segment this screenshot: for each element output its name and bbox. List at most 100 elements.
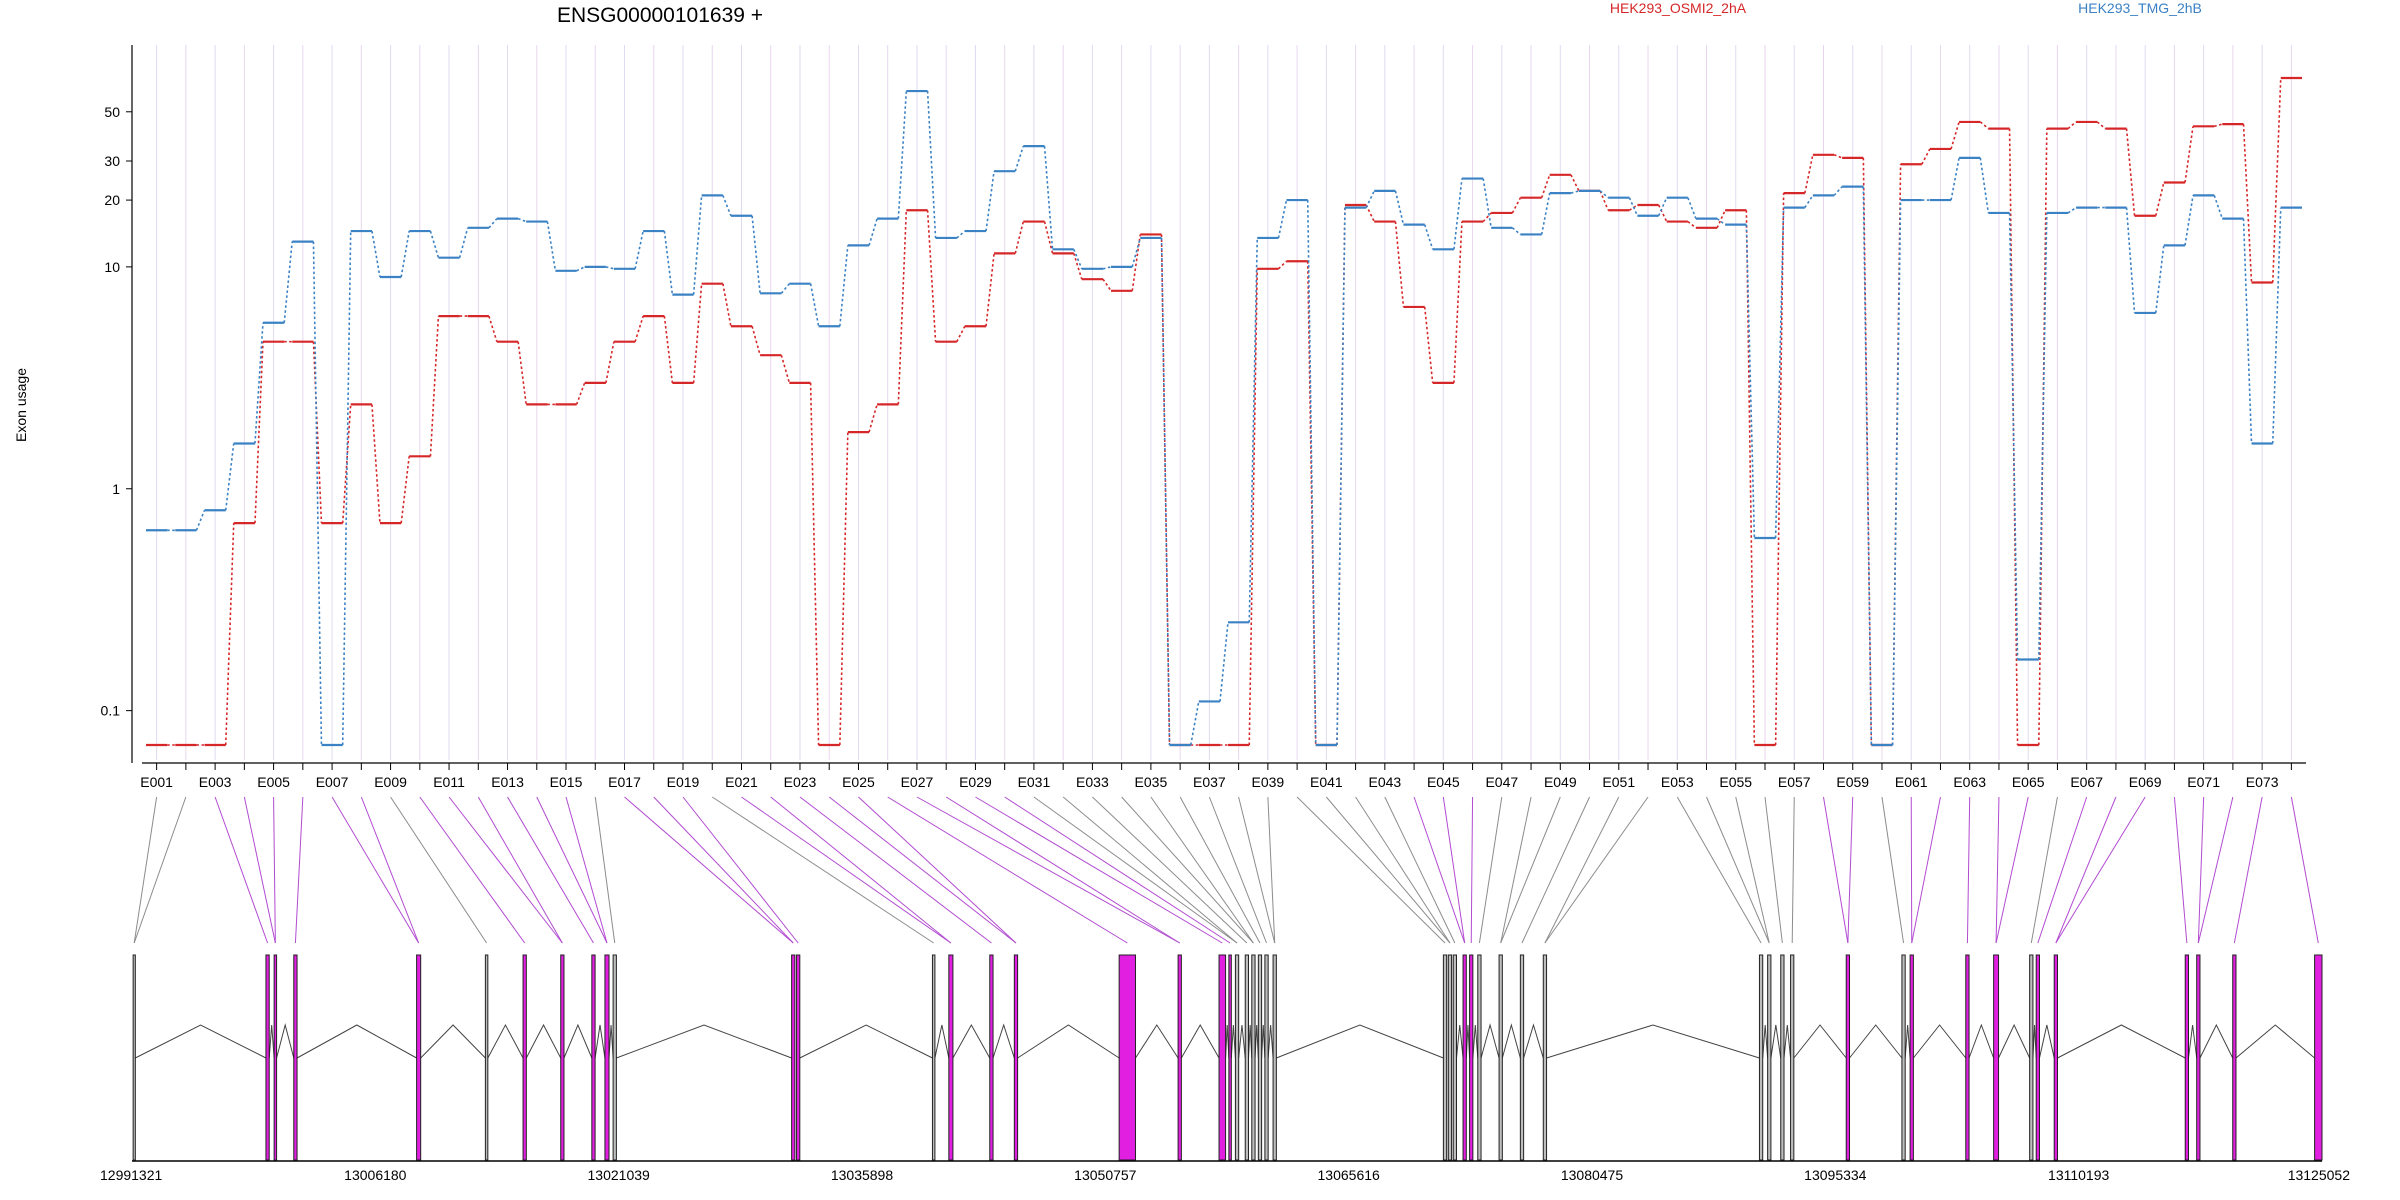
exon-connector xyxy=(331,796,420,944)
exon-connector xyxy=(1764,796,1783,944)
exon-block xyxy=(1519,954,1525,1161)
intron-line xyxy=(1254,1024,1259,1059)
step-connector xyxy=(1014,221,1025,254)
exon-block xyxy=(1013,954,1019,1161)
exon-block xyxy=(1469,954,1474,1161)
exon-block xyxy=(1447,954,1453,1161)
x-tick-label: E029 xyxy=(959,774,992,790)
exon-connector xyxy=(1150,796,1254,944)
step-connector xyxy=(1540,174,1551,198)
exon-block xyxy=(2029,954,2034,1161)
intron-line xyxy=(594,1024,606,1059)
step-connector xyxy=(751,215,761,294)
exon-connector xyxy=(1092,796,1248,944)
intron-line xyxy=(1968,1023,1995,1059)
intron-line xyxy=(1472,1024,1479,1059)
step-connector xyxy=(1657,197,1668,217)
step-connector xyxy=(1306,200,1317,746)
exon-connector xyxy=(945,796,1180,944)
exon-connector xyxy=(1910,796,1913,944)
step-connector xyxy=(576,266,586,272)
step-connector xyxy=(985,171,995,232)
exon-block xyxy=(1228,954,1232,1161)
step-connector xyxy=(1248,237,1259,623)
exon-connector xyxy=(565,796,608,944)
intron-line xyxy=(1180,1023,1220,1059)
step-connector xyxy=(780,283,790,294)
step-connector xyxy=(2038,212,2048,660)
step-connector xyxy=(634,315,644,342)
step-connector xyxy=(1277,260,1288,270)
x-tick-label: E047 xyxy=(1485,774,1518,790)
exon-connector xyxy=(2173,796,2188,944)
x-tick-label: E033 xyxy=(1076,774,1109,790)
intron-line xyxy=(2032,1024,2037,1059)
step-connector xyxy=(1014,145,1025,172)
step-connector xyxy=(605,266,615,270)
step-connector xyxy=(1716,217,1726,226)
exon-connector xyxy=(975,796,1223,944)
step-connector xyxy=(2242,218,2253,444)
exon-connector xyxy=(448,796,563,944)
x-tick-label: E021 xyxy=(725,774,758,790)
intron-line xyxy=(276,1023,295,1059)
step-connector xyxy=(1219,622,1229,702)
exon-connector xyxy=(273,796,276,944)
exon-block xyxy=(1498,954,1503,1161)
step-connector xyxy=(283,241,294,323)
exon-block xyxy=(948,954,954,1161)
exon-block xyxy=(2232,954,2237,1161)
intron-line xyxy=(1501,1023,1521,1059)
exon-block xyxy=(1845,954,1851,1161)
intron-line xyxy=(1261,1024,1266,1059)
step-connector xyxy=(897,91,908,219)
step-connector xyxy=(926,210,937,342)
exon-connector xyxy=(2233,796,2263,944)
step-connector xyxy=(341,231,352,746)
step-connector xyxy=(2038,128,2048,746)
step-connector xyxy=(1043,146,1054,250)
exon-connector xyxy=(2055,796,2146,944)
exon-block xyxy=(591,954,596,1161)
step-connector xyxy=(1804,194,1814,209)
x-tick-label: E041 xyxy=(1310,774,1343,790)
step-connector xyxy=(312,341,323,524)
gene-model xyxy=(132,954,2323,1162)
exon-block xyxy=(1790,954,1795,1161)
step-connector xyxy=(2184,126,2194,183)
coordinate-label: 12991321 xyxy=(100,1167,163,1183)
exon-block xyxy=(484,954,489,1161)
intron-line xyxy=(1465,1024,1471,1059)
step-connector xyxy=(1570,190,1580,194)
exon-connector xyxy=(133,796,158,944)
x-tick-label: E071 xyxy=(2187,774,2220,790)
intron-line xyxy=(1248,1024,1253,1059)
exon-connector xyxy=(133,796,187,944)
step-connector xyxy=(2154,245,2165,314)
exon-connector xyxy=(243,796,276,944)
exon-connector xyxy=(1735,796,1770,944)
step-connector xyxy=(312,241,323,746)
intron-line xyxy=(1135,1024,1179,1059)
step-connector xyxy=(663,230,674,295)
exon-block xyxy=(522,954,527,1161)
exon-block xyxy=(132,954,136,1161)
x-tick-label: E027 xyxy=(901,774,934,790)
exon-connector xyxy=(858,796,1017,944)
exon-connector xyxy=(1267,796,1276,944)
step-connector xyxy=(1365,190,1375,208)
exon-connector xyxy=(214,796,269,944)
exon-block xyxy=(1177,954,1182,1161)
exon-connector xyxy=(507,796,594,944)
step-connector xyxy=(1102,266,1112,270)
step-connector xyxy=(1657,204,1668,222)
step-connector xyxy=(722,195,732,217)
step-connector xyxy=(1599,190,1609,199)
x-tick-label: E019 xyxy=(667,774,700,790)
exon-connector xyxy=(1470,796,1474,944)
exon-connector xyxy=(1995,796,2000,944)
exon-connector xyxy=(594,796,616,944)
step-connector xyxy=(692,283,703,383)
x-tick-label: E053 xyxy=(1661,774,1694,790)
step-connector xyxy=(868,404,878,433)
